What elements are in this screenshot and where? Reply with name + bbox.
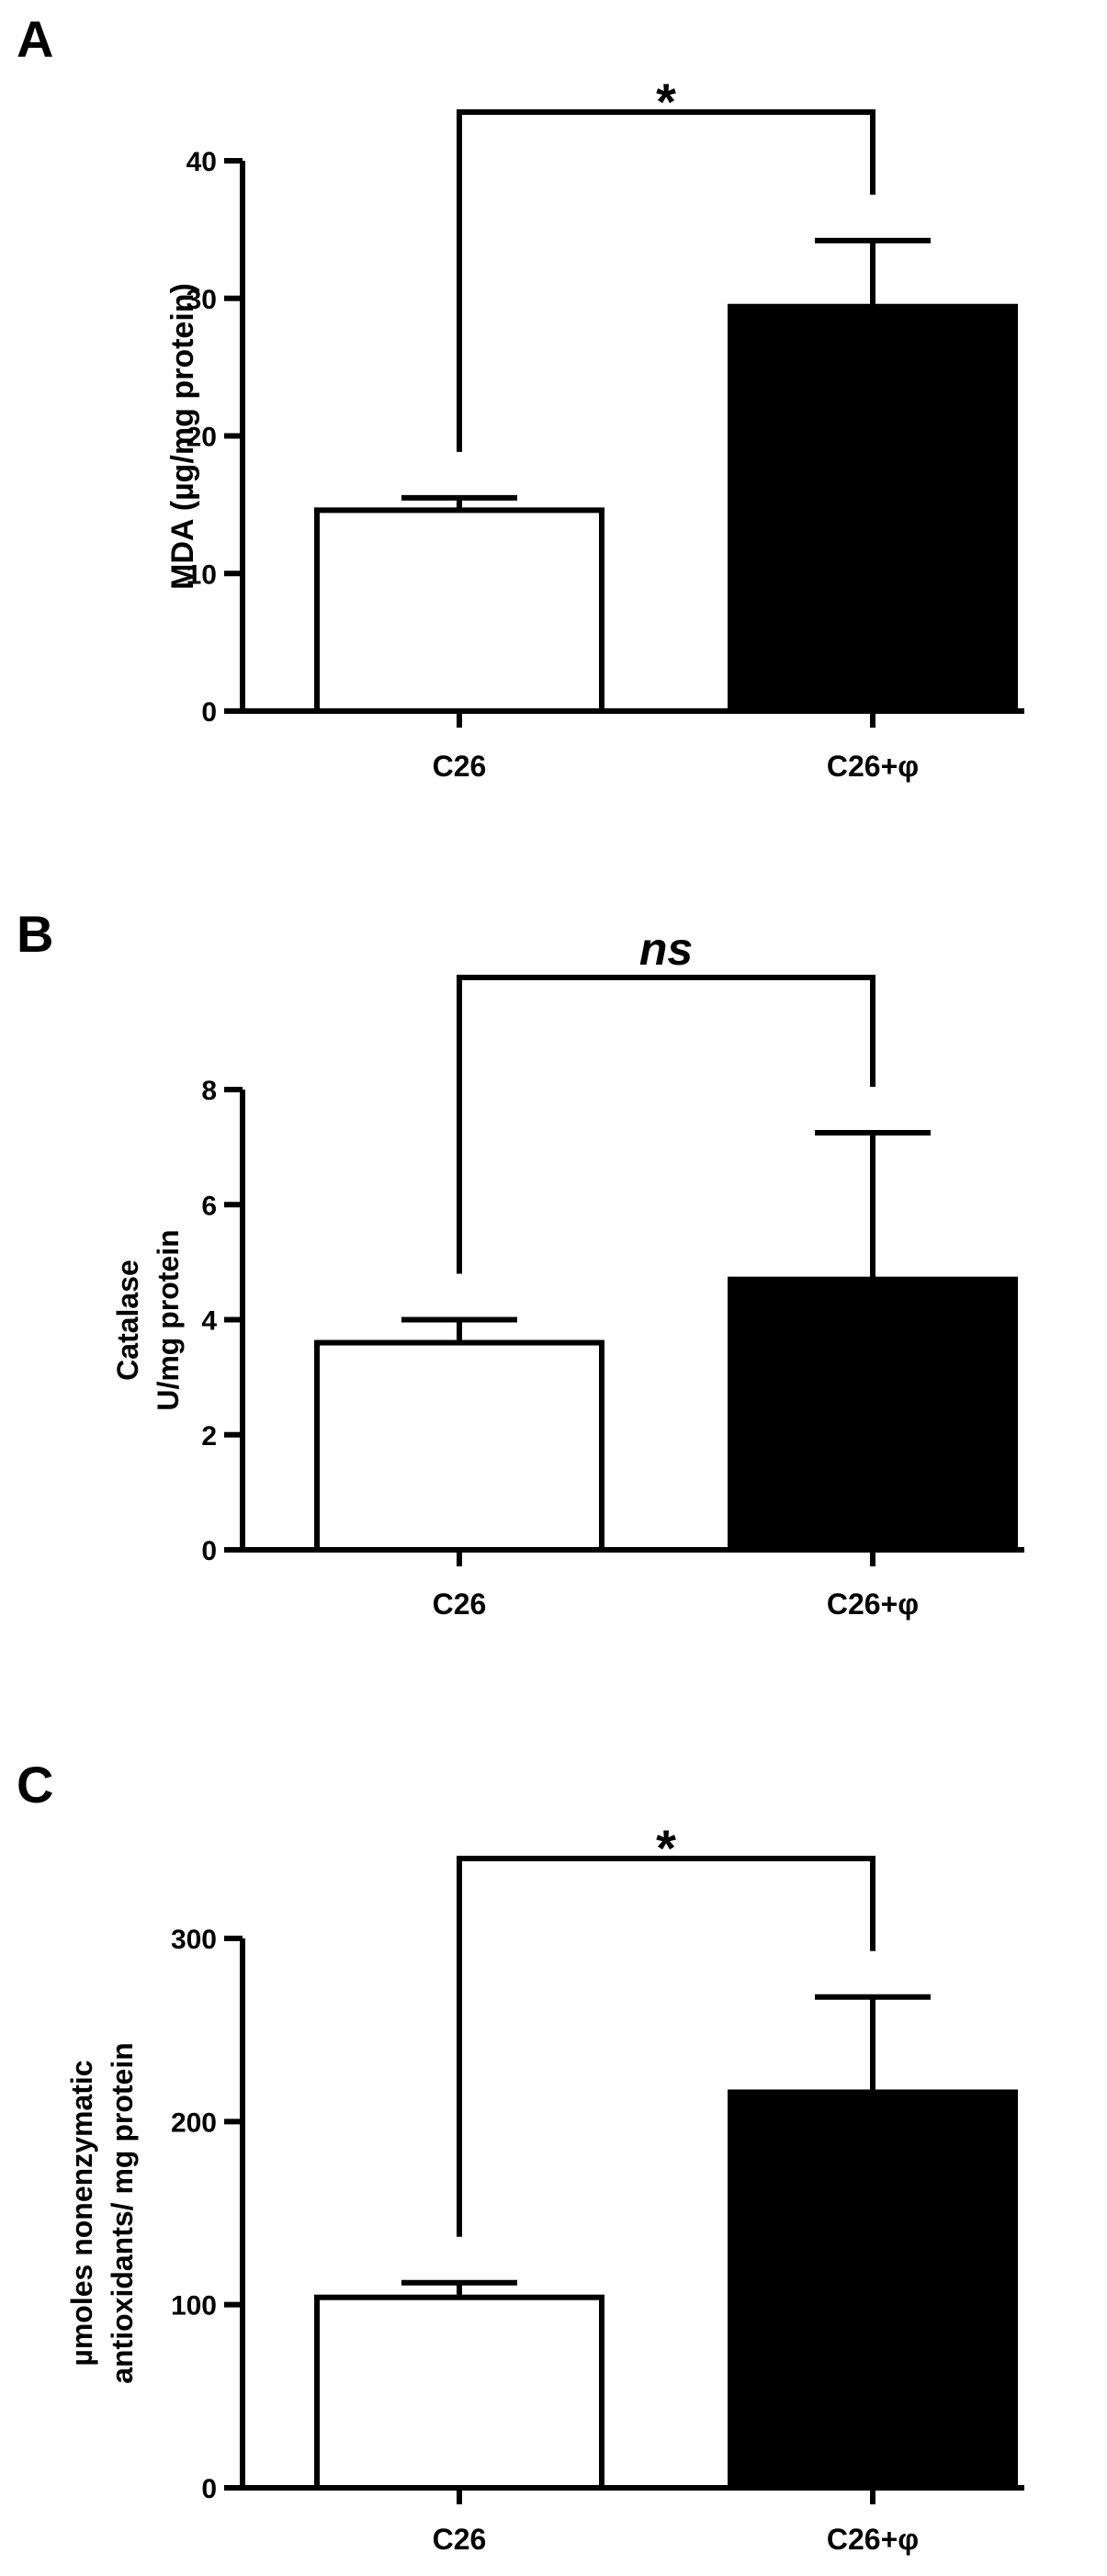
- y-axis-label-line: Catalase: [111, 1260, 144, 1381]
- y-axis-label-line: MDA (µg/mg protein): [165, 283, 200, 590]
- bar-c26-phi: [728, 1276, 1018, 1553]
- y-axis-label-line: µmoles nonenzymatic: [65, 2060, 98, 2366]
- panel-letter: B: [17, 905, 53, 963]
- significance-label: *: [656, 73, 676, 130]
- x-tick-label: C26+φ: [827, 750, 919, 783]
- y-tick-label: 2: [201, 1421, 217, 1452]
- bar-c26-phi: [728, 2089, 1018, 2491]
- panel-c: C 0 100 200 300 C26 C26+φ * µmoles nonenzymatic a…: [17, 1756, 1024, 2556]
- y-tick-label: 10: [186, 559, 217, 590]
- panel-letter: C: [17, 1756, 53, 1813]
- bar-c26: [314, 507, 604, 714]
- significance-label: *: [656, 1819, 676, 1877]
- y-tick-label: 40: [186, 147, 217, 177]
- significance-bracket: [457, 975, 875, 1274]
- y-tick-label: 6: [201, 1191, 217, 1221]
- y-tick-label: 4: [201, 1306, 217, 1337]
- y-tick-label: 200: [171, 2107, 217, 2138]
- bar-c26-phi: [728, 303, 1018, 714]
- x-tick-label: C26: [433, 1587, 487, 1621]
- y-axis-label-line: U/mg protein: [152, 1229, 185, 1410]
- panel-b: B 0 2 4 6 8 C26 C26+φ ns Catalase U/mg protein: [17, 905, 1024, 1621]
- y-tick-label: 0: [201, 1536, 217, 1566]
- y-axis-label: Catalase U/mg protein: [111, 1229, 185, 1410]
- y-tick-label: 20: [186, 423, 217, 453]
- y-axis-label: µmoles nonenzymatic antioxidants/ mg prot…: [65, 2042, 139, 2384]
- bar-c26: [314, 1339, 604, 1554]
- panel-letter: A: [17, 10, 53, 68]
- x-tick-label: C26: [433, 750, 487, 783]
- y-tick-label: 8: [201, 1076, 217, 1106]
- y-axis-label-line: antioxidants/ mg protein: [106, 2042, 139, 2384]
- significance-label: ns: [639, 923, 693, 975]
- bar-c26: [314, 2294, 604, 2491]
- x-tick-label: C26+φ: [827, 2523, 919, 2556]
- y-tick-label: 0: [201, 697, 217, 728]
- y-tick-label: 100: [171, 2291, 217, 2322]
- y-axis-label: MDA (µg/mg protein): [165, 283, 200, 590]
- x-tick-label: C26+φ: [827, 1587, 919, 1621]
- significance-bracket: [457, 1856, 875, 2237]
- significance-bracket: [457, 109, 875, 452]
- y-tick-label: 30: [186, 285, 217, 315]
- panel-a: A 0 10 20 30 40 C26 C26+φ * MDA (µg/mg protein): [17, 10, 1024, 783]
- y-tick-label: 300: [171, 1925, 217, 1955]
- x-tick-label: C26: [433, 2523, 487, 2556]
- y-tick-label: 0: [201, 2474, 217, 2504]
